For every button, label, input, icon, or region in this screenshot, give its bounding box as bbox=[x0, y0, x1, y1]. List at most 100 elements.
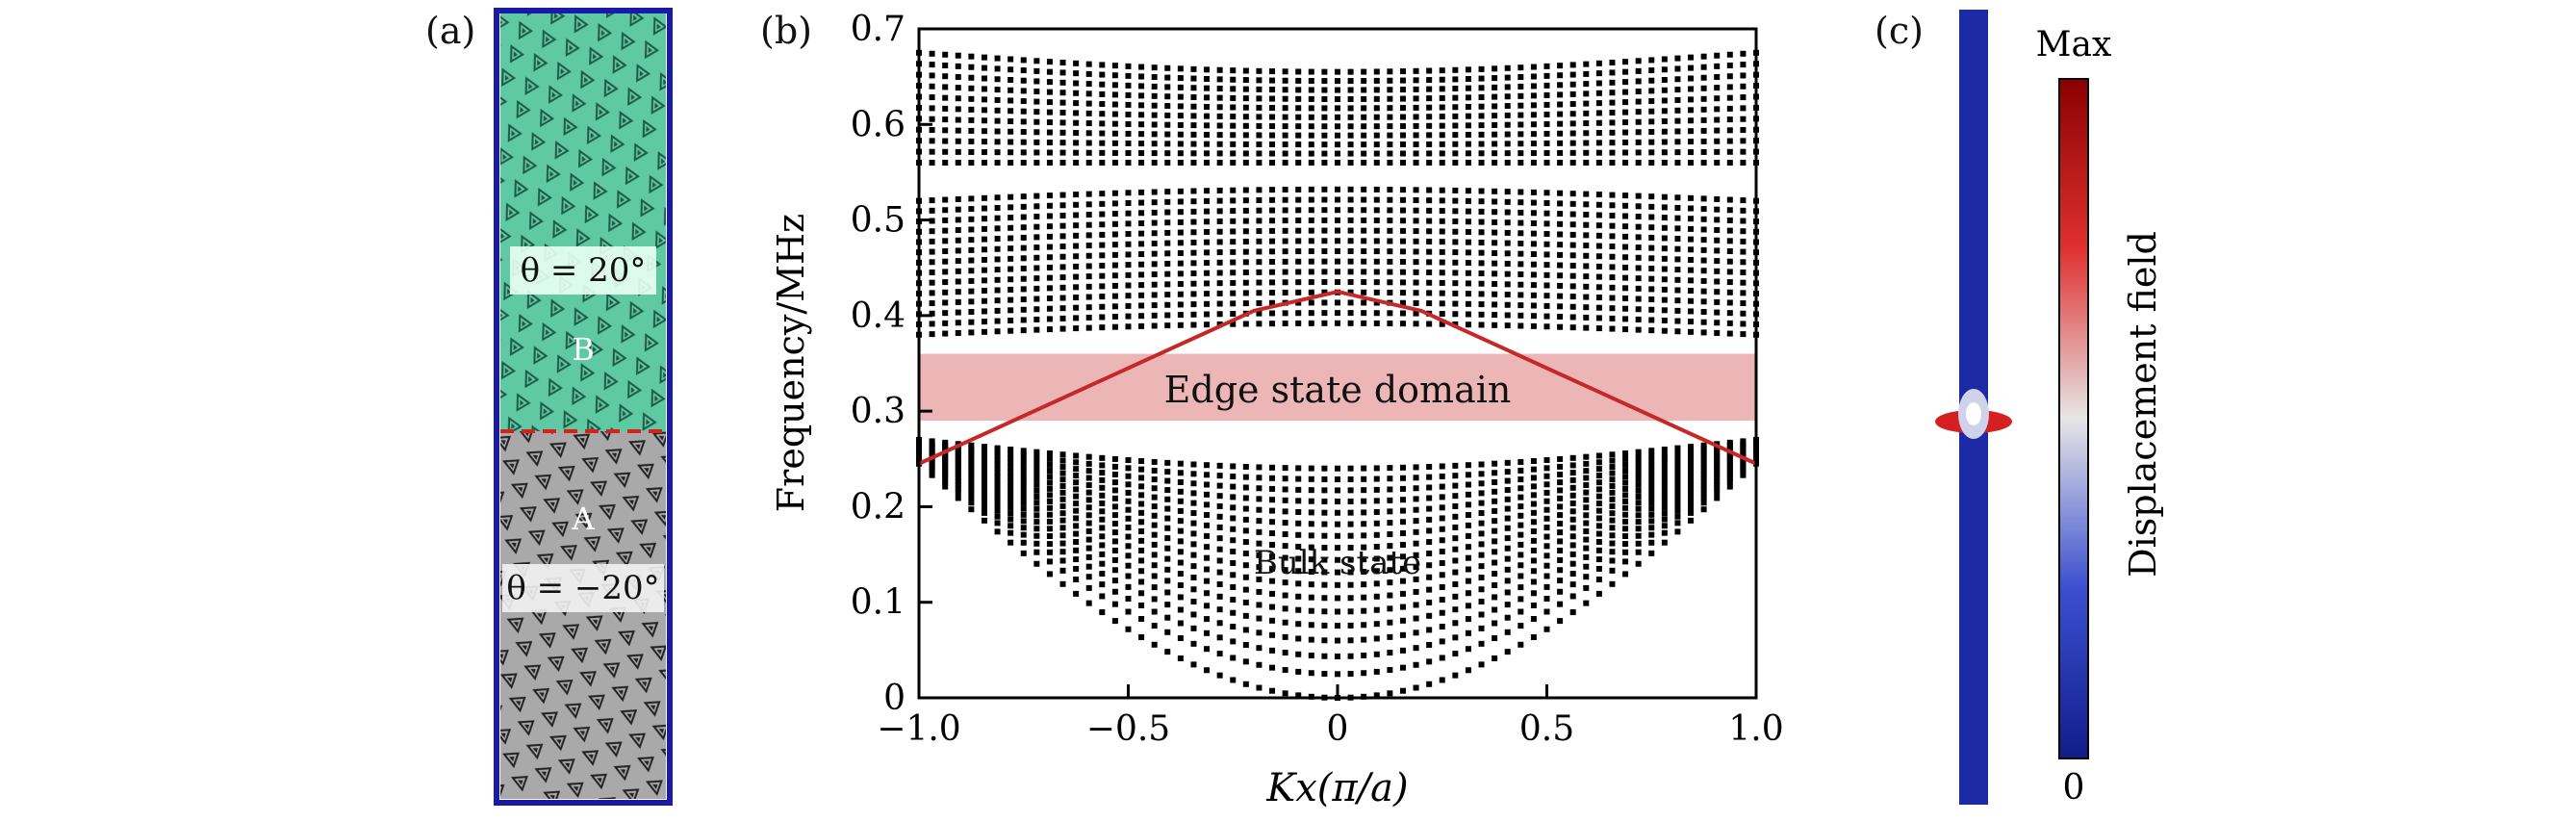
bulk-point bbox=[1530, 466, 1537, 473]
bulk-point bbox=[1714, 138, 1721, 144]
bulk-point bbox=[1046, 455, 1053, 462]
bulk-point bbox=[1295, 123, 1302, 130]
bulk-point bbox=[994, 256, 1001, 263]
bulk-point bbox=[1059, 110, 1066, 116]
bulk-point bbox=[1059, 517, 1066, 524]
bulk-point bbox=[1007, 510, 1014, 517]
bulk-point bbox=[1033, 129, 1040, 136]
bulk-point bbox=[1020, 452, 1027, 459]
bulk-point bbox=[1190, 291, 1197, 297]
bulk-point bbox=[1399, 187, 1406, 193]
bulk-point bbox=[1452, 502, 1459, 509]
bulk-point bbox=[1111, 262, 1118, 269]
bulk-point bbox=[1622, 498, 1629, 504]
bulk-point bbox=[1635, 519, 1642, 526]
bulk-point bbox=[1583, 294, 1590, 300]
bulk-point bbox=[1073, 100, 1080, 107]
bulk-point bbox=[994, 204, 1001, 211]
bulk-point bbox=[1138, 271, 1145, 278]
bulk-point bbox=[1125, 302, 1132, 309]
bulk-point bbox=[1543, 465, 1550, 472]
bulk-point bbox=[1361, 299, 1367, 306]
bulk-point bbox=[955, 227, 961, 234]
bulk-point bbox=[1007, 224, 1014, 231]
bulk-point bbox=[981, 149, 987, 156]
bulk-point bbox=[981, 236, 987, 243]
bulk-point bbox=[929, 62, 935, 68]
bulk-point bbox=[1059, 274, 1066, 281]
bulk-point bbox=[1452, 280, 1459, 287]
bulk-point bbox=[1700, 468, 1707, 475]
bulk-point bbox=[1648, 467, 1655, 474]
bulk-point bbox=[1242, 259, 1249, 266]
bulk-point bbox=[1426, 86, 1433, 92]
bulk-point bbox=[1569, 508, 1576, 515]
bulk-point bbox=[1478, 490, 1485, 497]
bulk-point bbox=[1518, 608, 1524, 615]
bulk-point bbox=[1543, 302, 1550, 309]
bulk-point bbox=[1269, 507, 1276, 514]
bulk-point bbox=[1308, 636, 1314, 643]
bulk-point bbox=[1413, 310, 1419, 317]
bulk-point bbox=[1190, 65, 1197, 72]
bulk-point bbox=[1465, 208, 1471, 215]
bulk-point bbox=[1452, 557, 1459, 564]
bulk-point bbox=[1111, 242, 1118, 248]
bulk-point bbox=[955, 278, 961, 285]
bulk-point bbox=[1282, 160, 1288, 166]
bulk-point bbox=[1020, 129, 1027, 136]
bulk-point bbox=[1111, 567, 1118, 574]
bulk-point bbox=[1700, 138, 1707, 144]
bulk-point bbox=[1204, 132, 1211, 139]
bulk-point bbox=[1282, 605, 1288, 612]
bulk-point bbox=[1740, 197, 1747, 204]
bulk-point bbox=[1426, 150, 1433, 157]
bulk-point bbox=[1373, 465, 1380, 472]
bulk-point bbox=[1465, 321, 1471, 328]
bulk-point bbox=[1399, 519, 1406, 526]
bulk-point bbox=[1111, 63, 1118, 69]
bulk-point bbox=[1518, 476, 1524, 483]
bulk-point bbox=[1164, 93, 1171, 100]
y-tick-label: 0 bbox=[883, 679, 905, 718]
bulk-point bbox=[1046, 233, 1053, 240]
bulk-point bbox=[1204, 603, 1211, 609]
bulk-point bbox=[1635, 465, 1642, 472]
bulk-point bbox=[1609, 464, 1616, 471]
bulk-point bbox=[1595, 515, 1602, 522]
bulk-point bbox=[1569, 462, 1576, 469]
bulk-point bbox=[1151, 552, 1158, 558]
bulk-point bbox=[1439, 572, 1445, 578]
bulk-point bbox=[1426, 599, 1433, 605]
bulk-point bbox=[981, 194, 987, 201]
bulk-point bbox=[1452, 228, 1459, 235]
bulk-point bbox=[1688, 485, 1695, 492]
bulk-point bbox=[1190, 480, 1197, 487]
bulk-point bbox=[1335, 217, 1340, 223]
bulk-point bbox=[1661, 118, 1668, 125]
bulk-point bbox=[1111, 556, 1118, 563]
bulk-point bbox=[1387, 218, 1393, 224]
bulk-point bbox=[942, 320, 949, 326]
bulk-point bbox=[1492, 160, 1498, 166]
bulk-point bbox=[1216, 502, 1223, 509]
bulk-point bbox=[1059, 233, 1066, 240]
bulk-point bbox=[1622, 492, 1629, 499]
bulk-point bbox=[1099, 71, 1106, 78]
bulk-point bbox=[1465, 590, 1471, 597]
bulk-point bbox=[1674, 318, 1681, 324]
bulk-point bbox=[1085, 584, 1092, 591]
bulk-point bbox=[1622, 474, 1629, 480]
bulk-point bbox=[1504, 614, 1511, 621]
bulk-point bbox=[1674, 513, 1681, 520]
bulk-point bbox=[1569, 242, 1576, 248]
bulk-point bbox=[1413, 228, 1419, 235]
bulk-point bbox=[1085, 191, 1092, 197]
bulk-point bbox=[1177, 121, 1184, 128]
bulk-point bbox=[1452, 141, 1459, 147]
bulk-point bbox=[1020, 462, 1027, 469]
bulk-point bbox=[1492, 478, 1498, 485]
bulk-point bbox=[1138, 457, 1145, 464]
colorbar-label: Displacement field bbox=[2122, 231, 2164, 578]
bulk-point bbox=[1347, 475, 1354, 482]
